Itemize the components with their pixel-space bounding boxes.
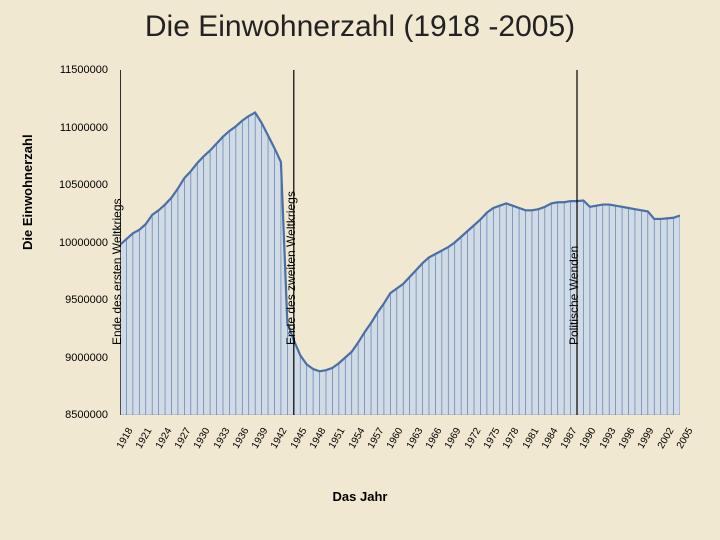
annotation-label: Politische Wenden	[567, 246, 581, 345]
annotation-label: Ende des zweiten Weltkriegs	[284, 191, 298, 345]
x-ticks: 1918192119241927193019331936193919421945…	[120, 420, 680, 470]
y-tick-label: 9000000	[48, 352, 108, 364]
annotation-label: Ende des ersten Weltkriegs	[110, 198, 124, 345]
y-tick-label: 10000000	[48, 237, 108, 249]
y-tick-label: 10500000	[48, 179, 108, 191]
y-ticks: 8500000900000095000001000000010500000110…	[48, 70, 108, 415]
slide: Die Einwohnerzahl (1918 -2005) Die Einwo…	[0, 0, 720, 540]
plot-svg	[120, 70, 680, 415]
chart-area: Die Einwohnerzahl 8500000900000095000001…	[30, 70, 690, 500]
y-tick-label: 11500000	[48, 64, 108, 76]
y-tick-label: 8500000	[48, 409, 108, 421]
y-tick-label: 9500000	[48, 294, 108, 306]
y-tick-label: 11000000	[48, 122, 108, 134]
x-axis-label: Das Jahr	[30, 489, 690, 504]
chart-title: Die Einwohnerzahl (1918 -2005)	[0, 10, 720, 44]
y-axis-label: Die Einwohnerzahl	[20, 134, 35, 250]
